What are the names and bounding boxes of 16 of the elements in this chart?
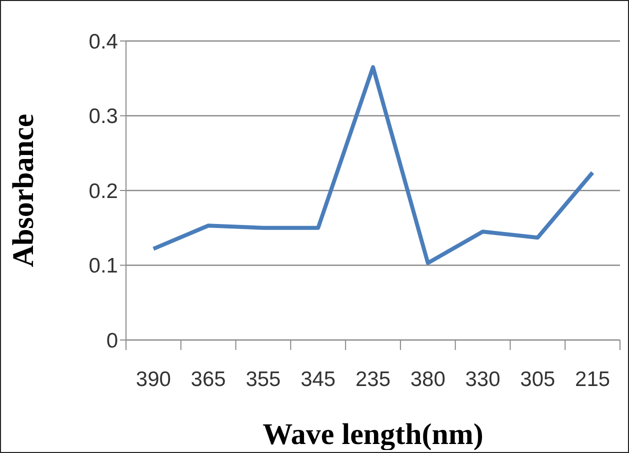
x-tick-label: 365: [190, 368, 226, 391]
x-tick-label: 355: [246, 368, 281, 391]
y-tick-label: 0.4: [88, 30, 118, 54]
x-tick-label: 235: [355, 368, 391, 391]
y-tick-label: 0.1: [88, 254, 118, 278]
x-tick-label: 305: [520, 368, 556, 391]
x-tick-label: 330: [465, 368, 500, 391]
line-series: [151, 65, 595, 266]
y-tick-label: 0.3: [88, 105, 118, 128]
y-tick-label: 0: [106, 329, 118, 352]
x-tick-label: 390: [136, 368, 171, 391]
x-tick-label: 345: [300, 368, 336, 391]
y-tick-label: 0.2: [88, 180, 118, 203]
x-tick-label: 215: [575, 368, 610, 391]
y-axis-title: Absorbance: [7, 114, 40, 268]
x-tick-label: 380: [410, 368, 446, 391]
